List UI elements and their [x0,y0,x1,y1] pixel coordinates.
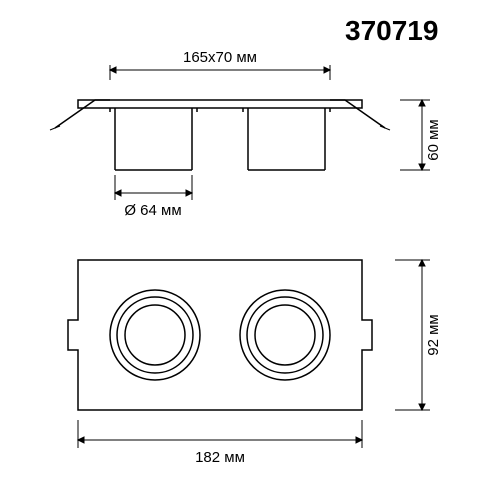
flange-plate [78,100,362,108]
faceplate-outline [68,260,372,410]
clip-left [55,100,110,128]
dim-height-label: 60 мм [425,119,442,160]
clip-right [330,100,385,128]
hole-left-outer [110,290,200,380]
technical-drawing: 165x70 мм [0,0,500,500]
dim-length [78,420,362,448]
can-left [110,108,197,170]
hole-right-inner [255,305,315,365]
dim-diameter-label: Ø 64 мм [124,202,181,219]
hole-left-mid [117,297,193,373]
dim-cutout [110,65,330,80]
hole-right-mid [247,297,323,373]
dim-width-label: 92 мм [425,314,442,355]
dim-length-label: 182 мм [195,449,245,466]
side-view: 165x70 мм [50,49,442,219]
dim-cutout-label: 165x70 мм [183,49,257,66]
hole-left-inner [125,305,185,365]
can-right [243,108,330,170]
product-code: 370719 [345,15,438,47]
top-view: 92 мм 182 мм [68,260,442,466]
dim-diameter [115,175,192,200]
hole-right-outer [240,290,330,380]
